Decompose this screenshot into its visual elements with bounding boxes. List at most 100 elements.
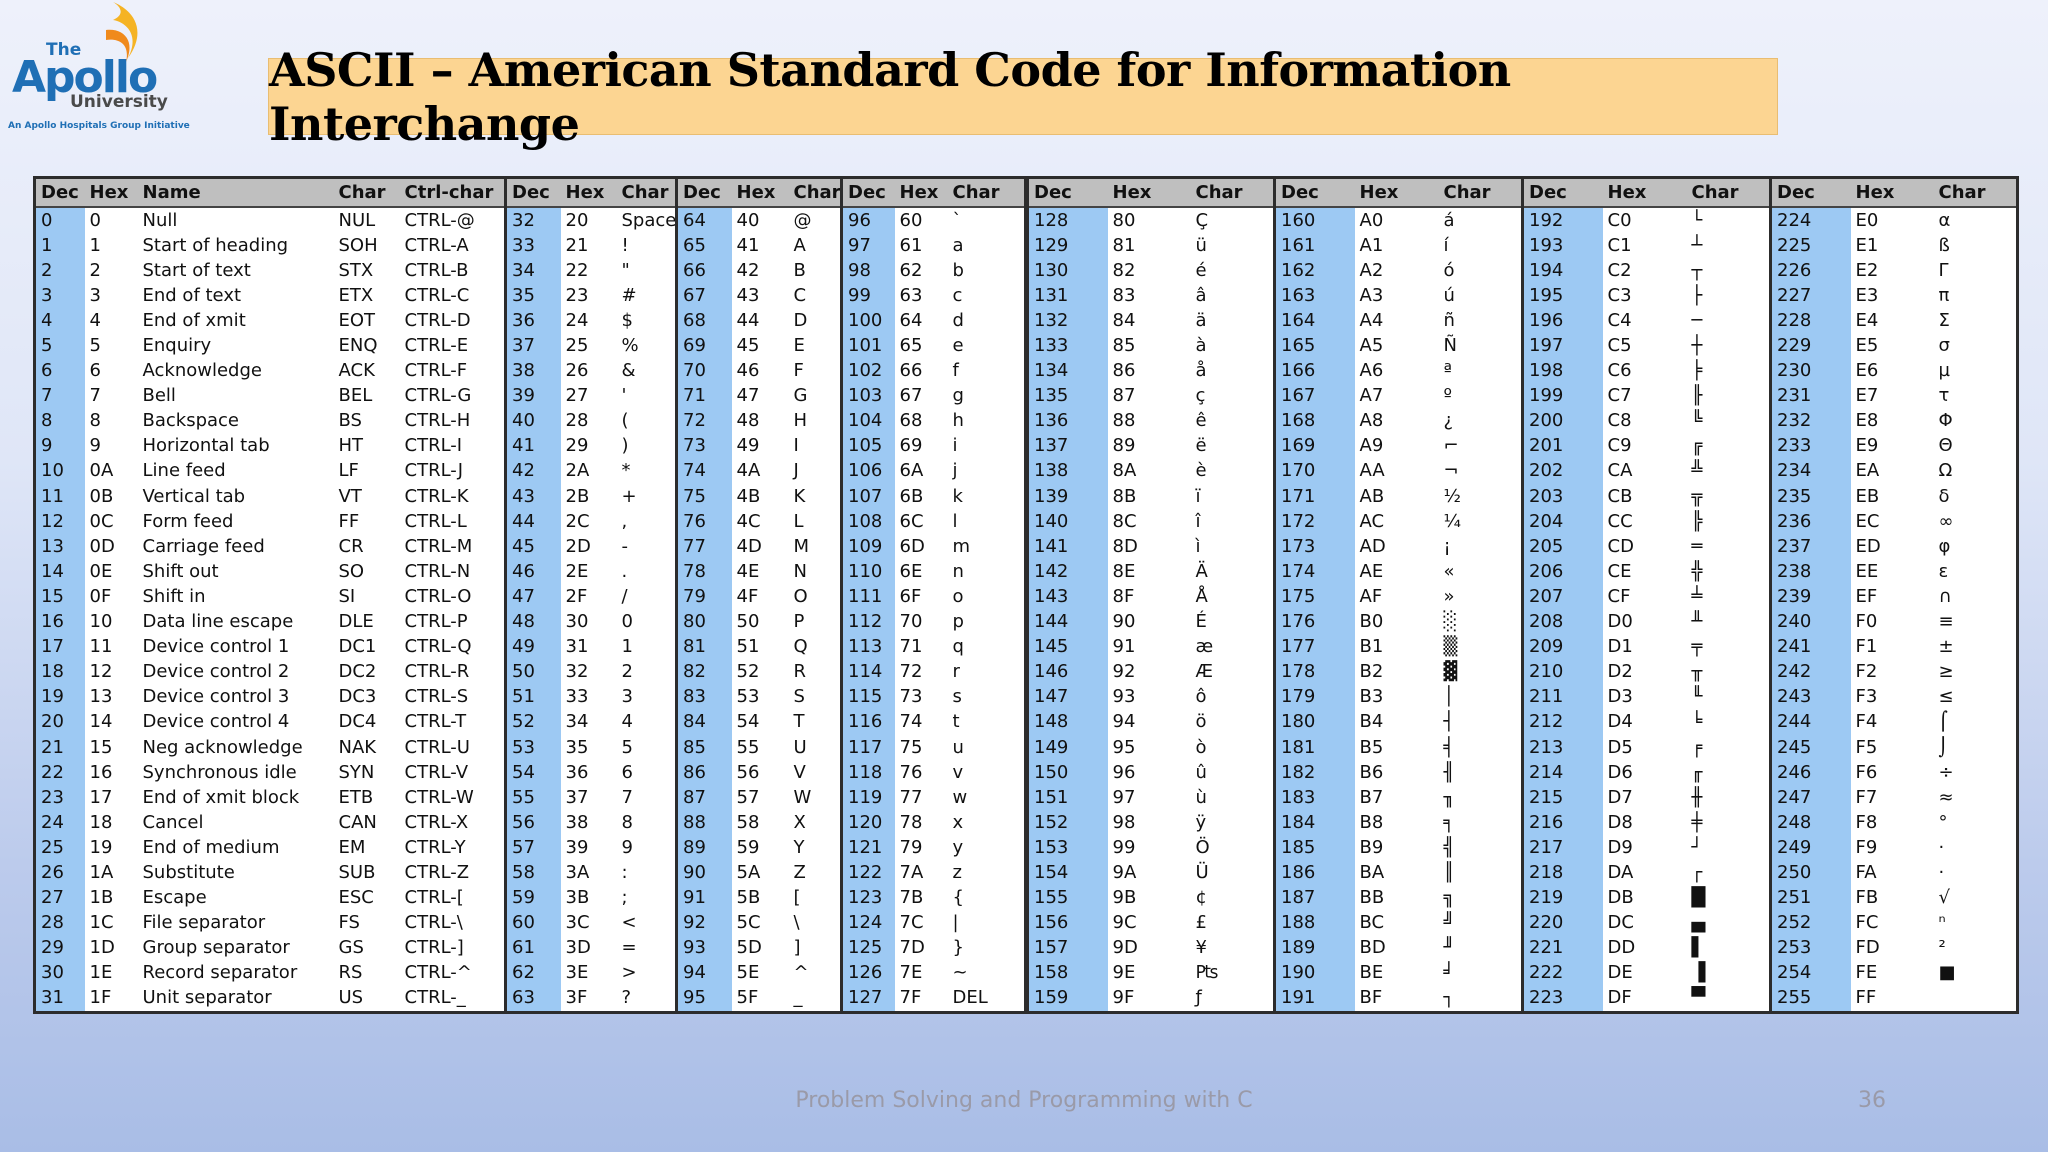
- table-cell: ETB: [338, 786, 374, 808]
- table-cell: 208: [1521, 609, 1603, 635]
- table-cell: 189: [1273, 935, 1355, 961]
- table-cell: EM: [338, 836, 366, 858]
- table-cell: 136: [1027, 408, 1108, 434]
- table-cell: 23: [34, 785, 85, 811]
- table-cell: 29: [34, 935, 85, 961]
- table-cell: 4E: [736, 560, 760, 582]
- table-cell: F5: [1855, 736, 1878, 758]
- table-cell: 159: [1027, 985, 1108, 1013]
- table-cell: ╛: [1443, 962, 1455, 984]
- table-cell: 1B: [89, 887, 114, 909]
- table-cell: CR: [338, 535, 364, 557]
- table-cell: 75: [899, 736, 923, 758]
- table-row: 27 1B Escape ESC CTRL-[59 3B; 91 5B [123 7B {: [34, 885, 1026, 911]
- ascii-table-128-255: Dec Hex Char Dec Hex Char Dec Hex Char Dec Hex Char…: [1026, 176, 2019, 1014]
- table-cell: FS: [338, 912, 360, 934]
- table-cell: 165: [1273, 333, 1355, 359]
- table-cell: +: [621, 485, 637, 507]
- table-cell: ª: [1443, 360, 1452, 382]
- table-cell: Start of text: [142, 259, 251, 281]
- table-row: 8 8 Backspace BS CTRL-H 40 28 (72 48 H 104 68 h: [34, 408, 1026, 434]
- table-cell: y: [952, 836, 964, 858]
- table-cell: ì: [1195, 535, 1201, 557]
- table-cell: δ: [1938, 485, 1950, 507]
- table-cell: 27: [34, 885, 85, 911]
- table-cell: é: [1195, 259, 1207, 281]
- column-header: Dec: [675, 177, 732, 208]
- logo-apollo: Apollo: [12, 52, 158, 103]
- table-cell: ┴: [1691, 234, 1703, 256]
- table-cell: End of medium: [142, 836, 280, 858]
- table-cell: 21: [34, 734, 85, 761]
- table-cell: 28: [565, 410, 589, 432]
- table-cell: CTRL-S: [404, 686, 469, 708]
- table-cell: 38: [565, 811, 589, 833]
- table-cell: 140: [1027, 509, 1108, 535]
- table-cell: EB: [1855, 485, 1880, 507]
- table-cell: ▓: [1443, 661, 1458, 683]
- table-cell: »: [1443, 585, 1455, 607]
- table-cell: @: [793, 209, 812, 231]
- table-cell: 2A: [565, 460, 590, 482]
- table-cell: ∩: [1938, 585, 1952, 607]
- table-cell: Escape: [142, 887, 207, 909]
- table-cell: 17: [89, 786, 113, 808]
- table-cell: ü: [1195, 234, 1207, 256]
- table-row: 137 89 ë 169 A9 ⌐ 201 C9 ╔ 233 E9 Θ: [1027, 433, 2018, 459]
- table-cell: CTRL-A: [404, 234, 469, 256]
- table-row: 13 0D Carriage feed CR CTRL-M 45 2D - 77 4D M 109 6D…: [34, 534, 1026, 560]
- table-cell: 70: [899, 611, 923, 633]
- table-cell: 202: [1521, 458, 1603, 485]
- table-cell: 102: [840, 358, 895, 384]
- table-cell: 16: [89, 761, 113, 783]
- table-cell: 187: [1273, 885, 1355, 911]
- table-cell: BC: [1359, 912, 1385, 934]
- table-cell: Ñ: [1443, 335, 1457, 357]
- table-cell: ": [621, 259, 630, 281]
- logo-university: University: [70, 92, 168, 112]
- table-cell: 3A: [565, 861, 590, 883]
- table-cell: [: [793, 887, 801, 909]
- table-cell: CTRL-B: [404, 259, 469, 281]
- table-cell: M: [793, 535, 810, 557]
- table-cell: 0F: [89, 585, 112, 607]
- table-cell: 249: [1769, 835, 1851, 861]
- table-cell: Null: [142, 209, 178, 231]
- table-cell: Shift out: [142, 560, 219, 582]
- table-cell: 7D: [899, 937, 925, 959]
- table-cell: %: [621, 335, 639, 357]
- table-cell: F6: [1855, 761, 1878, 783]
- table-cell: D7: [1607, 786, 1633, 808]
- table-cell: 111: [840, 584, 895, 610]
- table-cell: Substitute: [142, 861, 235, 883]
- table-cell: 69: [675, 333, 732, 359]
- table-cell: 39: [565, 836, 589, 858]
- table-cell: DLE: [338, 611, 374, 633]
- table-cell: 117: [840, 734, 895, 761]
- table-cell: CC: [1607, 510, 1633, 532]
- table-cell: 248: [1769, 810, 1851, 836]
- table-row: 129 81 ü 161 A1 í 193 C1 ┴ 225 E1 ß: [1027, 233, 2018, 259]
- table-cell: 59: [736, 836, 760, 858]
- table-cell: ~: [952, 962, 968, 984]
- table-row: 2 2 Start of text STX CTRL-B 34 22 " 66 42 B 98 62 b: [34, 258, 1026, 284]
- table-row: 150 96 û 182 B6 ╢ 214 D6 ╓ 246 F6 ÷: [1027, 760, 2018, 786]
- table-cell: AC: [1359, 510, 1385, 532]
- table-row: 4 4 End of xmit EOT CTRL-D 36 24 $68 44 D 100 64 d: [34, 308, 1026, 334]
- column-header: Hex: [560, 177, 617, 208]
- table-cell: 169: [1273, 433, 1355, 459]
- table-cell: 129: [1027, 233, 1108, 259]
- table-cell: 53: [504, 734, 561, 761]
- table-cell: 53: [736, 686, 760, 708]
- table-cell: FA: [1855, 861, 1877, 883]
- table-cell: /: [621, 585, 628, 607]
- table-cell: CTRL-M: [404, 535, 473, 557]
- table-cell: ╦: [1691, 485, 1703, 507]
- table-cell: 27: [565, 385, 589, 407]
- table-cell: 29: [565, 435, 589, 457]
- table-cell: 126: [840, 960, 895, 986]
- table-cell: 17: [34, 634, 85, 660]
- table-cell: æ: [1195, 636, 1214, 658]
- table-cell: ß: [1938, 234, 1950, 256]
- table-cell: º: [1443, 385, 1452, 407]
